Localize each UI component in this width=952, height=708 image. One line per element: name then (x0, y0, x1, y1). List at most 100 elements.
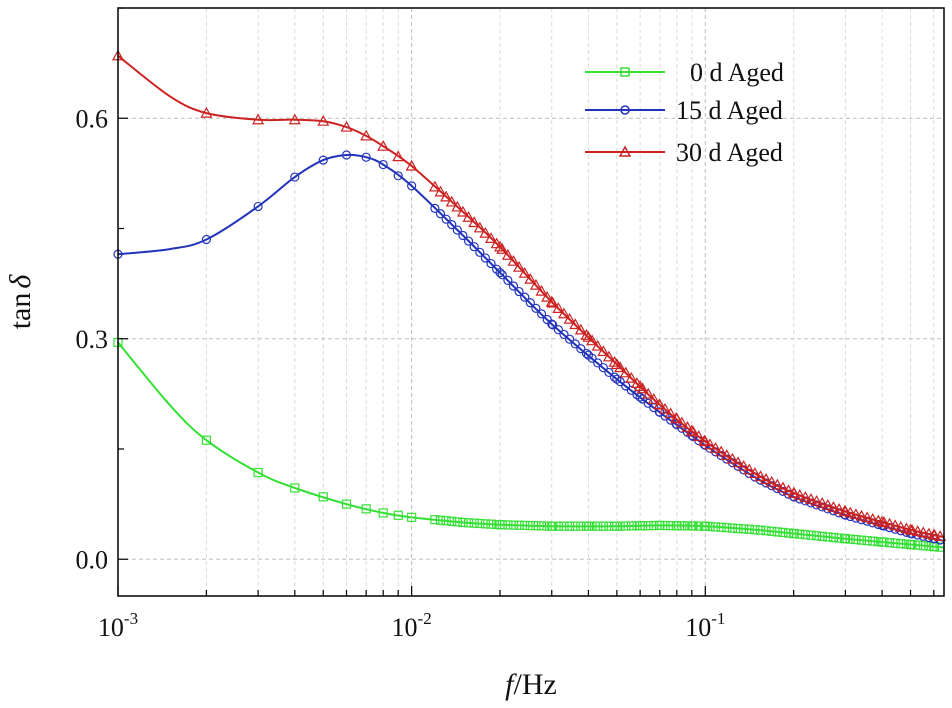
data-point-30-d-aged (468, 216, 481, 228)
data-point-0-d-aged (201, 435, 211, 445)
data-point-30-d-aged (462, 211, 475, 222)
data-point-30-d-aged (619, 366, 632, 378)
data-point-30-d-aged (451, 200, 464, 212)
data-point-30-d-aged (776, 481, 789, 493)
x-tick-base: 10 (98, 613, 124, 642)
data-point-0-d-aged (800, 530, 810, 540)
data-point-15-d-aged (570, 339, 580, 349)
data-point-0-d-aged (783, 528, 794, 538)
data-point-0-d-aged (536, 521, 547, 531)
data-point-15-d-aged (378, 159, 388, 170)
data-point-30-d-aged (732, 456, 745, 468)
data-point-0-d-aged (845, 534, 855, 544)
data-point-30-d-aged (799, 491, 812, 502)
data-point-15-d-aged (581, 348, 592, 359)
data-point-0-d-aged (744, 524, 754, 534)
data-point-15-d-aged (503, 275, 513, 285)
data-point-30-d-aged (917, 526, 930, 538)
data-point-30-d-aged (574, 323, 587, 335)
data-point-0-d-aged (587, 521, 597, 531)
y-tick-label: 0.6 (76, 104, 109, 133)
data-point-15-d-aged (475, 247, 485, 257)
data-point-15-d-aged (361, 152, 371, 162)
data-point-15-d-aged (531, 303, 541, 313)
data-point-0-d-aged (828, 532, 839, 543)
data-point-15-d-aged (463, 236, 474, 246)
data-point-30-d-aged (861, 511, 874, 523)
data-point-30-d-aged (883, 517, 896, 529)
x-tick-exponent: -3 (124, 609, 138, 628)
data-point-30-d-aged (692, 430, 705, 441)
series-line-15-d-aged (117, 153, 945, 542)
data-point-0-d-aged (393, 510, 403, 520)
data-point-0-d-aged (772, 527, 782, 537)
data-point-0-d-aged (879, 537, 889, 547)
x-axis-title: f/Hz (505, 668, 557, 701)
data-point-30-d-aged (810, 495, 823, 506)
data-point-0-d-aged (497, 520, 507, 530)
data-point-15-d-aged (452, 225, 462, 235)
data-point-30-d-aged (748, 467, 761, 478)
data-point-0-d-aged (378, 508, 388, 518)
data-point-15-d-aged (341, 150, 352, 160)
y-axis-title-symbol: δ (4, 274, 37, 289)
data-point-0-d-aged (716, 522, 726, 532)
data-point-30-d-aged (894, 520, 907, 532)
data-point-15-d-aged (508, 281, 519, 291)
data-point-0-d-aged (705, 521, 715, 532)
legend-label-30-d-aged: 30 d Aged (676, 138, 783, 167)
data-point-30-d-aged (405, 159, 418, 171)
data-point-0-d-aged (699, 521, 709, 531)
data-point-30-d-aged (200, 106, 213, 118)
data-point-0-d-aged (553, 521, 563, 531)
data-point-15-d-aged (514, 286, 524, 297)
data-point-0-d-aged (508, 520, 519, 530)
data-point-0-d-aged (463, 518, 474, 528)
series-30-d-aged (111, 49, 947, 541)
data-point-30-d-aged (720, 449, 733, 461)
data-point-30-d-aged (670, 411, 683, 423)
data-point-0-d-aged (486, 519, 496, 529)
data-point-0-d-aged (918, 541, 928, 551)
grid (117, 8, 944, 596)
x-tick-label: 10-2 (392, 609, 432, 642)
data-point-30-d-aged (765, 475, 778, 487)
data-point-0-d-aged (542, 521, 552, 531)
data-point-0-d-aged (924, 541, 934, 551)
data-point-0-d-aged (677, 521, 687, 531)
data-point-30-d-aged (535, 284, 548, 296)
data-point-30-d-aged (911, 525, 924, 537)
data-point-30-d-aged (889, 519, 902, 531)
data-point-0-d-aged (480, 519, 491, 529)
legend: 0 d Aged 15 d Aged 30 d Aged (585, 58, 784, 167)
data-point-15-d-aged (480, 253, 491, 263)
data-point-0-d-aged (615, 521, 625, 531)
data-point-15-d-aged (290, 172, 300, 182)
data-point-30-d-aged (529, 278, 542, 290)
data-point-0-d-aged (447, 516, 457, 526)
data-point-15-d-aged (430, 203, 440, 213)
data-point-30-d-aged (360, 129, 373, 141)
data-point-30-d-aged (490, 237, 503, 249)
data-point-30-d-aged (838, 504, 851, 516)
data-point-30-d-aged (608, 355, 621, 367)
data-point-0-d-aged (868, 536, 878, 546)
legend-item-30-d-aged: 30 d Aged (585, 138, 783, 167)
data-point-0-d-aged (795, 529, 805, 539)
data-point-30-d-aged (687, 425, 700, 437)
data-point-30-d-aged (685, 424, 698, 436)
data-point-30-d-aged (827, 500, 840, 512)
data-point-30-d-aged (877, 516, 890, 527)
data-point-30-d-aged (456, 205, 469, 217)
data-point-0-d-aged (812, 531, 822, 541)
data-point-0-d-aged (660, 520, 670, 531)
data-point-30-d-aged (754, 470, 767, 482)
data-point-30-d-aged (625, 371, 638, 383)
data-point-0-d-aged (475, 518, 485, 529)
data-point-15-d-aged (492, 264, 502, 274)
data-point-30-d-aged (494, 240, 507, 252)
data-point-0-d-aged (913, 540, 923, 550)
data-point-0-d-aged (806, 530, 816, 540)
data-point-30-d-aged (597, 345, 610, 357)
